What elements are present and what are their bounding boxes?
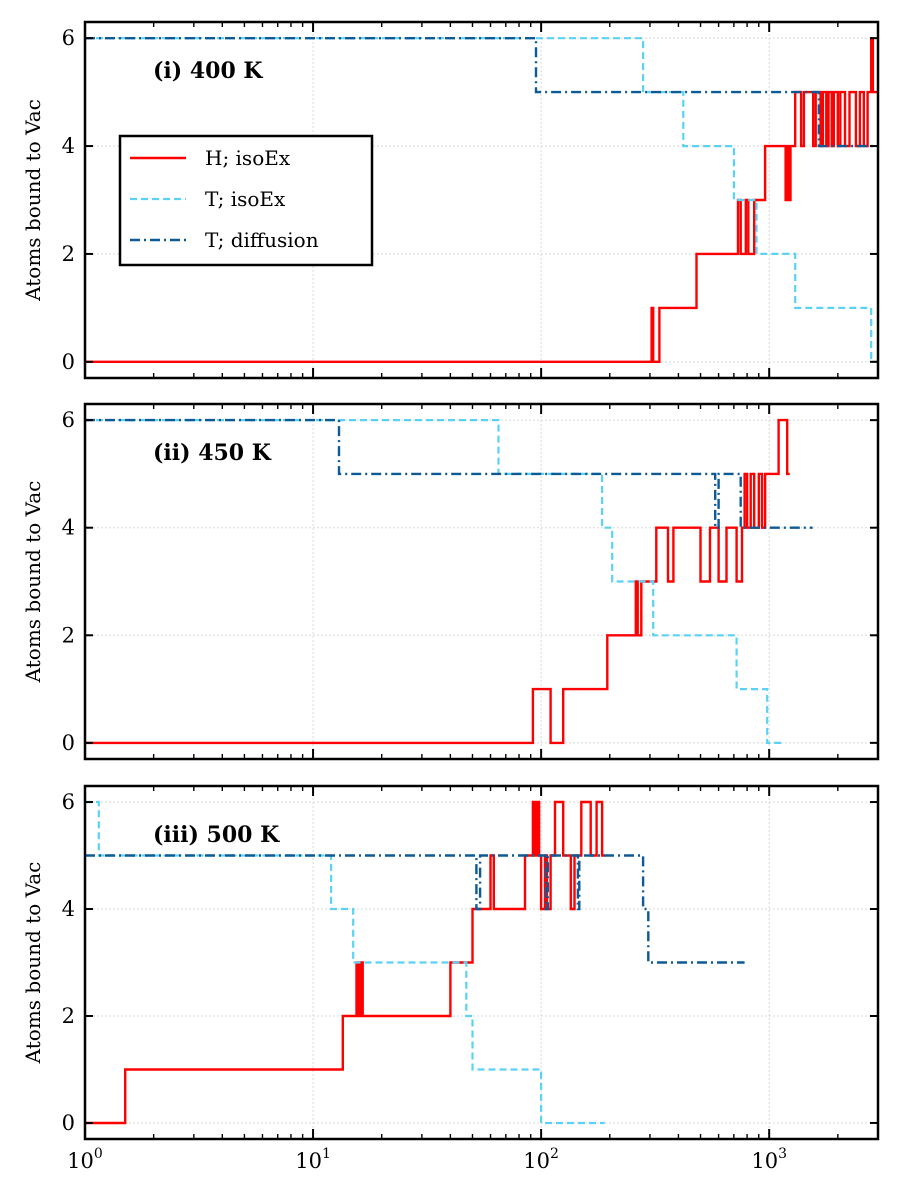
series-line-t-isoex: [85, 419, 783, 744]
panel-1: 0 2 4 6 Atoms bound to Vac (i) 400 K: [21, 20, 880, 380]
y-tick-label: 4: [62, 134, 75, 158]
panel-label: (iii) 500 K: [153, 822, 280, 848]
y-tick-label: 6: [62, 408, 75, 432]
panel-label: (ii) 450 K: [153, 440, 272, 466]
panel-3: 0 2 4 6 Atoms bound to Vac (iii) 500 K 100 101 1…: [21, 784, 880, 1173]
series-line-t-isoex: [85, 800, 605, 1125]
x-tick-label: 102: [523, 1146, 559, 1173]
legend-entry-label: T; isoEx: [205, 187, 286, 211]
axes-frame: [83, 20, 880, 380]
y-tick-label: 0: [62, 731, 75, 755]
series-line-t-diffusion: [85, 854, 745, 964]
y-tick-label: 6: [62, 26, 75, 50]
x-tick-label: 100: [67, 1146, 103, 1173]
y-tick-label: 4: [62, 516, 75, 540]
series-line-h-isoex: [85, 800, 605, 1125]
series-line-h-isoex: [85, 37, 878, 363]
y-axis-label: Atoms bound to Vac: [21, 481, 45, 684]
axes-frame: [83, 402, 880, 761]
legend-entry-label: H; isoEx: [205, 146, 291, 170]
series-line-t-diffusion: [85, 37, 878, 148]
panel-2: 0 2 4 6 Atoms bound to Vac (ii) 450 K: [21, 402, 880, 761]
series-line-h-isoex: [85, 418, 790, 745]
axes-frame: [83, 784, 880, 1141]
legend-entry-label: T; diffusion: [205, 228, 319, 252]
y-tick-label: 0: [62, 1111, 75, 1135]
y-axis-label: Atoms bound to Vac: [21, 862, 45, 1065]
y-tick-label: 6: [62, 790, 75, 814]
series-line-t-isoex: [85, 37, 878, 363]
series-line-t-diffusion: [85, 418, 813, 529]
legend: H; isoEx T; isoEx T; diffusion: [118, 134, 374, 267]
y-tick-label: 2: [62, 1004, 75, 1028]
y-tick-label: 2: [62, 242, 75, 266]
panel-label: (i) 400 K: [153, 58, 263, 84]
y-tick-label: 0: [62, 350, 75, 374]
y-tick-label: 2: [62, 623, 75, 647]
y-tick-label: 4: [62, 897, 75, 921]
x-tick-label: 101: [295, 1146, 331, 1173]
x-tick-label: 103: [751, 1146, 787, 1173]
y-axis-label: Atoms bound to Vac: [21, 99, 45, 302]
